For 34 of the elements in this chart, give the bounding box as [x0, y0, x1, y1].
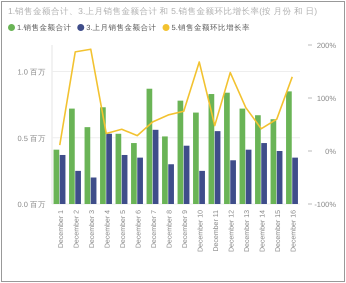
- bar: [122, 154, 128, 204]
- bar: [137, 158, 143, 204]
- bar: [90, 178, 96, 204]
- bar: [199, 170, 205, 204]
- bar: [152, 130, 158, 204]
- bar: [255, 115, 261, 204]
- bar: [292, 158, 298, 204]
- bar: [276, 151, 282, 204]
- bar: [162, 136, 168, 204]
- bar: [106, 134, 112, 204]
- bar: [184, 146, 190, 204]
- bar: [193, 112, 199, 204]
- bar: [178, 100, 184, 204]
- bar: [168, 164, 174, 204]
- bar: [286, 91, 292, 204]
- bar: [230, 160, 236, 204]
- bar: [75, 170, 81, 204]
- bar: [208, 94, 214, 204]
- bar: [246, 150, 252, 204]
- bar: [100, 107, 106, 204]
- bar: [69, 108, 75, 204]
- line-series: [58, 48, 294, 146]
- bar: [116, 134, 122, 204]
- chart-title: 1.销售金额合计、3.上月销售金额合计 和 5.销售金额环比增长率(按 月份 和 日): [8, 6, 318, 16]
- bar: [270, 119, 276, 204]
- bar: [60, 154, 66, 204]
- bar: [84, 127, 90, 204]
- bar: [261, 143, 267, 204]
- bar: [54, 150, 60, 204]
- bar: [146, 88, 152, 204]
- bar: [214, 131, 220, 204]
- bar: [131, 143, 137, 204]
- bar: [224, 92, 230, 204]
- bar: [240, 108, 246, 204]
